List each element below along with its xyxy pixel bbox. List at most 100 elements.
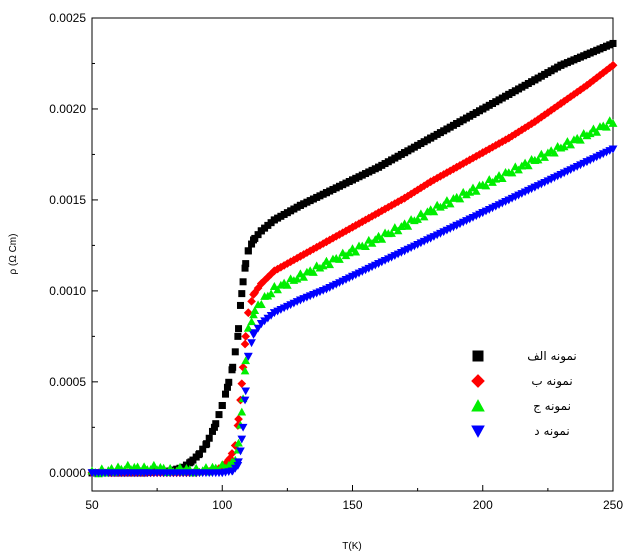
data-point xyxy=(514,165,523,174)
data-point xyxy=(149,460,159,469)
data-point xyxy=(256,300,266,308)
data-point xyxy=(576,135,585,144)
data-point xyxy=(201,463,211,471)
y-axis-title: ρ (Ω Cm) xyxy=(8,234,19,275)
y-tick-label: 0.0010 xyxy=(49,284,86,298)
data-point xyxy=(559,142,569,151)
data-point xyxy=(335,230,344,239)
data-point xyxy=(589,75,598,85)
y-tick-label: 0.0000 xyxy=(49,466,86,480)
data-point xyxy=(309,268,318,276)
data-point xyxy=(533,115,543,124)
data-point xyxy=(419,212,429,221)
data-point xyxy=(540,110,549,120)
data-point xyxy=(608,145,618,154)
data-point xyxy=(328,233,338,243)
legend-label: نمونه ج xyxy=(533,399,571,414)
data-point xyxy=(465,187,475,196)
data-point xyxy=(344,248,354,257)
data-point xyxy=(299,272,308,281)
data-point xyxy=(243,308,253,318)
x-tick-label: 250 xyxy=(603,498,623,512)
data-point xyxy=(237,379,247,389)
x-tick-label: 100 xyxy=(212,498,232,512)
data-point xyxy=(491,141,501,150)
data-point xyxy=(608,118,618,127)
data-point xyxy=(260,276,269,285)
data-point xyxy=(383,202,393,212)
data-point xyxy=(222,390,230,398)
data-point xyxy=(237,407,247,416)
data-point xyxy=(227,449,237,458)
data-point xyxy=(527,119,536,129)
data-point xyxy=(215,411,223,419)
data-point xyxy=(133,462,142,471)
data-point xyxy=(318,239,328,248)
y-tick-label: 0.0020 xyxy=(49,102,86,116)
data-point xyxy=(546,105,556,115)
data-point xyxy=(488,142,497,152)
y-tick-label: 0.0015 xyxy=(49,193,86,207)
data-point xyxy=(247,339,256,348)
data-point xyxy=(241,332,251,341)
data-point xyxy=(244,247,252,255)
data-point xyxy=(475,150,484,159)
data-point xyxy=(199,445,207,453)
data-point xyxy=(445,199,455,208)
data-point xyxy=(361,215,370,225)
x-tick-label: 50 xyxy=(85,498,99,512)
legend-marker xyxy=(471,425,485,438)
data-point xyxy=(442,168,452,177)
data-point xyxy=(533,155,543,164)
data-point xyxy=(374,208,383,217)
data-point xyxy=(241,387,251,396)
data-point xyxy=(236,301,244,309)
data-point xyxy=(543,108,553,117)
data-point xyxy=(367,211,377,221)
data-point xyxy=(234,438,243,447)
data-point xyxy=(550,103,559,113)
data-point xyxy=(537,112,546,122)
data-point xyxy=(240,366,250,375)
data-point xyxy=(335,255,344,263)
data-point xyxy=(582,80,592,90)
data-point xyxy=(210,423,218,431)
data-point xyxy=(241,264,249,272)
data-point xyxy=(455,161,465,170)
data-point xyxy=(205,434,213,442)
legend-marker xyxy=(472,350,484,362)
data-point xyxy=(458,159,468,168)
data-point xyxy=(403,221,413,230)
data-point xyxy=(243,352,253,361)
data-point xyxy=(229,363,237,371)
data-point xyxy=(592,73,602,83)
data-point xyxy=(283,280,292,289)
axis-ticks: 50 100 150 200 250 0.0000 0.0005 0.0010 0.0015 0.… xyxy=(49,11,623,512)
data-point xyxy=(416,183,426,193)
series-4 xyxy=(87,145,618,478)
data-point xyxy=(592,127,602,136)
data-point xyxy=(449,164,458,174)
data-point xyxy=(309,244,318,254)
legend-label: نمونه الف xyxy=(527,349,576,364)
data-point xyxy=(393,226,403,235)
data-point xyxy=(302,248,312,258)
data-point xyxy=(553,101,562,111)
data-point xyxy=(530,117,540,127)
data-point xyxy=(212,420,220,428)
data-point xyxy=(540,153,549,161)
x-tick-label: 200 xyxy=(473,498,493,512)
data-point xyxy=(559,96,569,106)
data-point xyxy=(598,68,608,78)
data-point xyxy=(292,274,302,283)
data-point xyxy=(576,85,585,95)
data-point xyxy=(247,297,256,306)
legend-marker xyxy=(471,399,485,412)
data-point xyxy=(455,194,465,203)
data-point xyxy=(608,60,618,70)
y-tick-label: 0.0005 xyxy=(49,375,86,389)
data-point xyxy=(426,177,435,187)
data-point xyxy=(234,414,243,424)
data-point xyxy=(195,450,203,458)
